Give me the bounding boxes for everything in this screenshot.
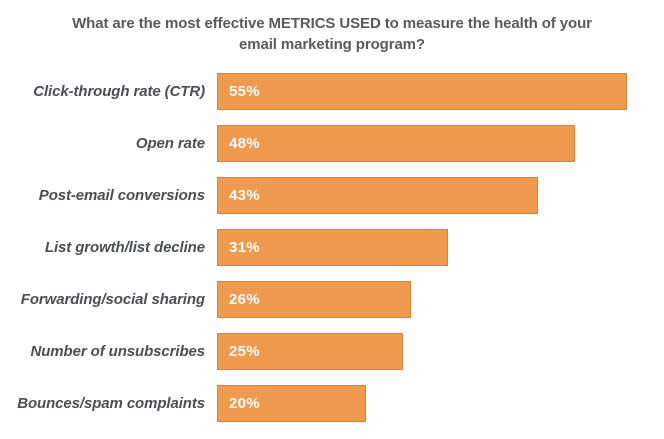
bar: 43% (217, 177, 538, 214)
chart-row: Bounces/spam complaints 20% (0, 385, 664, 422)
category-label: Open rate (135, 135, 205, 152)
bar: 31% (217, 229, 448, 266)
bar-value-label: 43% (229, 187, 260, 204)
bar: 48% (217, 125, 575, 162)
bar: 25% (217, 333, 403, 370)
category-label: Click-through rate (CTR) (33, 83, 205, 100)
chart-row: Post-email conversions 43% (0, 177, 664, 214)
bar-value-label: 31% (229, 239, 260, 256)
bar: 26% (217, 281, 411, 318)
bar-value-label: 25% (229, 343, 260, 360)
chart-rows: Click-through rate (CTR) 55% Open rate 48% P… (0, 73, 664, 437)
chart-title: What are the most effective METRICS USED… (72, 15, 592, 53)
bar-value-label: 20% (229, 395, 260, 412)
chart-row: Open rate 48% (0, 125, 664, 162)
chart-row: List growth/list decline 31% (0, 229, 664, 266)
chart-row: Click-through rate (CTR) 55% (0, 73, 664, 110)
bar-value-label: 48% (229, 135, 260, 152)
chart-row: Forwarding/social sharing 26% (0, 281, 664, 318)
bar: 20% (217, 385, 366, 422)
category-label: Forwarding/social sharing (20, 291, 205, 308)
bar-value-label: 26% (229, 291, 260, 308)
bar: 55% (217, 73, 627, 110)
chart-row: Number of unsubscribes 25% (0, 333, 664, 370)
category-label: Number of unsubscribes (30, 343, 206, 360)
category-label: Post-email conversions (38, 187, 205, 204)
category-label: Bounces/spam complaints (17, 395, 205, 412)
category-label: List growth/list decline (44, 239, 205, 256)
bar-value-label: 55% (229, 83, 260, 100)
